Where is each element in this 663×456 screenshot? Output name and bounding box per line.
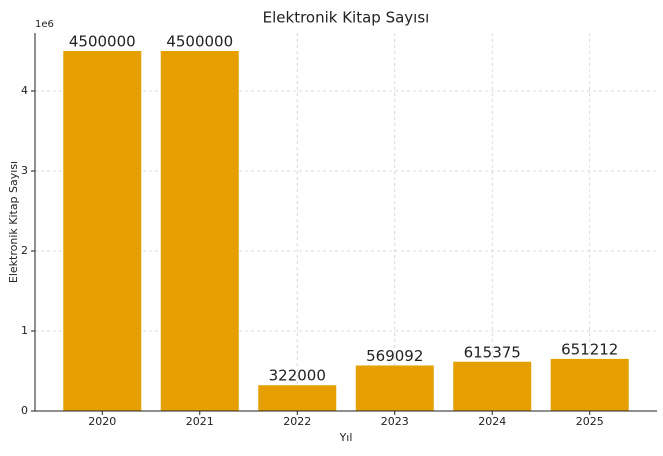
y-axis-label: Elektronik Kitap Sayısı xyxy=(7,161,20,283)
bar xyxy=(258,385,337,411)
y-tick-label: 1 xyxy=(21,324,28,337)
y-tick-label: 2 xyxy=(21,244,28,257)
bar xyxy=(355,365,434,411)
y-tick-label: 4 xyxy=(21,84,28,97)
bar xyxy=(550,358,629,411)
x-tick-label: 2022 xyxy=(283,415,311,428)
y-offset-label: 1e6 xyxy=(35,19,54,30)
y-tick-label: 3 xyxy=(21,164,28,177)
x-axis-label: Yıl xyxy=(339,431,353,444)
x-tick-label: 2020 xyxy=(88,415,116,428)
value-label: 322000 xyxy=(269,367,326,385)
x-tick-label: 2021 xyxy=(186,415,214,428)
chart-title: Elektronik Kitap Sayısı xyxy=(263,9,430,27)
value-label: 615375 xyxy=(464,343,521,361)
value-label: 4500000 xyxy=(69,33,136,51)
value-label: 4500000 xyxy=(166,33,233,51)
x-tick-label: 2024 xyxy=(478,415,506,428)
x-tick-label: 2025 xyxy=(576,415,604,428)
value-label: 651212 xyxy=(561,340,618,358)
y-tick-label: 0 xyxy=(21,404,28,417)
value-label: 569092 xyxy=(366,347,423,365)
bar xyxy=(160,51,239,411)
bar xyxy=(453,361,532,411)
bar xyxy=(63,51,142,411)
x-tick-label: 2023 xyxy=(381,415,409,428)
